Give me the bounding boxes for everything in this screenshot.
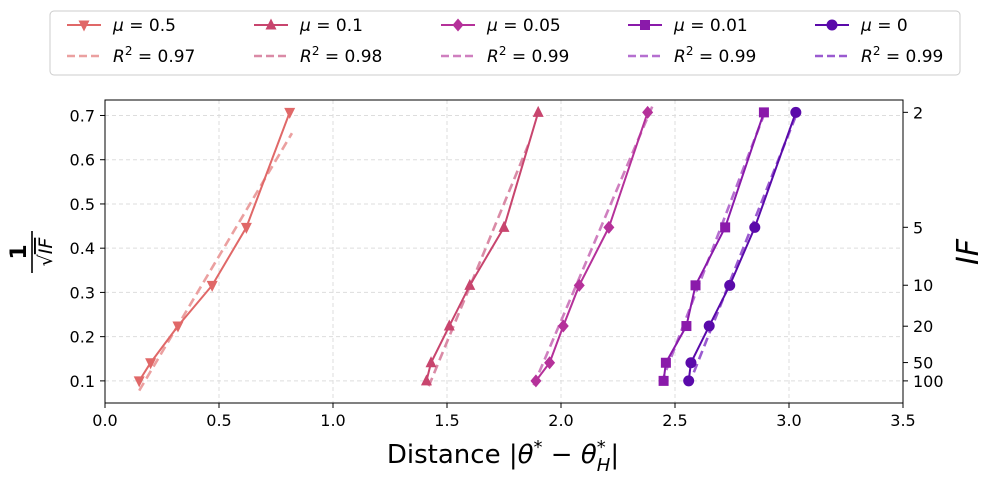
data-point-mu-0.1: [532, 105, 544, 117]
series-lines: [138, 112, 797, 382]
data-point-mu-0.05: [557, 319, 569, 333]
data-point-mu-0.5: [133, 376, 145, 388]
x-tick-label: 1.0: [320, 411, 345, 430]
series-line-mu-0.1: [425, 112, 540, 382]
y2-tick-label: 2: [913, 103, 923, 122]
data-point-mu-0: [683, 375, 695, 387]
y-tick-label: 0.5: [70, 195, 95, 214]
y-tick-label: 0.7: [70, 106, 95, 125]
data-point-mu-0.05: [603, 220, 615, 234]
y-tick-label: 0.3: [70, 283, 95, 302]
y2-axis-title: IF: [951, 238, 986, 265]
data-point-mu-0.1: [420, 374, 432, 386]
y-axis-ticks: 0.1 0.2 0.3 0.4 0.5 0.6 0.7: [70, 106, 105, 391]
data-point-mu-0.5: [145, 358, 157, 370]
legend: μ = 0.5 R2 = 0.97 μ = 0.1 R2 = 0.98 μ = 0.05…: [49, 10, 961, 76]
fit-line-mu-0.1: [427, 142, 531, 387]
legend-fit-label-mu-0.05: R2 = 0.99: [487, 44, 569, 67]
y2-tick-label: 5: [913, 218, 923, 237]
series-line-mu-0: [687, 112, 797, 382]
data-point-mu-0: [749, 221, 761, 233]
data-point-mu-0: [703, 320, 715, 332]
data-point-mu-0: [790, 106, 802, 118]
data-point-mu-0.05: [642, 105, 654, 119]
y-axis-title-denominator: √IF: [35, 237, 57, 267]
y-tick-label: 0.4: [70, 239, 95, 258]
x-tick-label: 0.5: [206, 411, 231, 430]
data-point-mu-0.1: [425, 356, 437, 368]
y-axis-title-numerator: 1: [7, 244, 32, 259]
data-point-mu-0: [724, 279, 736, 291]
x-tick-label: 2.0: [548, 411, 573, 430]
y-tick-label: 0.6: [70, 151, 95, 170]
legend-frame: [49, 10, 961, 76]
x-tick-label: 3.5: [890, 411, 915, 430]
legend-marker-mu-0.1: [265, 18, 277, 30]
data-point-mu-0.05: [530, 374, 542, 388]
data-point-mu-0.01: [681, 321, 692, 332]
grid: [105, 100, 903, 403]
data-point-mu-0.5: [206, 280, 218, 292]
data-point-mu-0.01: [658, 375, 669, 386]
data-point-mu-0: [685, 357, 697, 369]
y2-tick-label: 50: [913, 354, 933, 373]
legend-label-mu-0.5: μ = 0.5: [112, 16, 176, 36]
plot-frame: [104, 99, 904, 404]
y-tick-label: 0.2: [70, 328, 95, 347]
legend-marker-mu-0.05: [452, 18, 464, 32]
data-point-mu-0.5: [240, 222, 252, 234]
fit-line-mu-0.05: [532, 106, 654, 386]
legend-marker-mu-0.5: [78, 20, 90, 32]
x-axis-ticks: 0.0 0.5 1.0 1.5 2.0 2.5 3.0 3.5: [92, 403, 916, 430]
data-point-mu-0.1: [498, 220, 510, 232]
y2-tick-label: 10: [913, 276, 933, 295]
data-point-mu-0.05: [573, 278, 585, 292]
legend-label-mu-0.1: μ = 0.1: [299, 16, 363, 36]
legend-marker-mu-0.01: [640, 20, 650, 30]
legend-label-mu-0.05: μ = 0.05: [486, 16, 561, 36]
legend-fit-label-mu-0: R2 = 0.99: [861, 44, 943, 67]
fit-line-mu-0.5: [138, 132, 294, 392]
x-tick-label: 1.5: [434, 411, 459, 430]
y2-tick-label: 100: [913, 372, 944, 391]
data-point-mu-0.01: [660, 357, 671, 368]
x-tick-label: 0.0: [92, 411, 117, 430]
x-axis-title: Distance |θ* − θ* H|: [387, 437, 619, 476]
legend-fit-label-mu-0.01: R2 = 0.99: [674, 44, 756, 67]
data-point-mu-0.01: [758, 107, 769, 118]
series-markers: [133, 105, 802, 388]
data-point-mu-0.01: [720, 222, 731, 233]
data-point-mu-0.5: [284, 107, 296, 119]
series-line-mu-0.5: [138, 112, 291, 382]
y-axis-title: 1 √IF: [7, 231, 57, 273]
x-tick-label: 2.5: [662, 411, 687, 430]
data-point-mu-0.01: [690, 280, 701, 291]
legend-fit-label-mu-0.1: R2 = 0.98: [300, 44, 382, 67]
y2-tick-label: 20: [913, 317, 933, 336]
legend-marker-mu-0: [826, 19, 838, 31]
x-tick-label: 3.0: [776, 411, 801, 430]
legend-fit-label-mu-0.5: R2 = 0.97: [113, 44, 195, 67]
data-point-mu-0.1: [464, 278, 476, 290]
data-point-mu-0.1: [443, 319, 455, 331]
y-tick-label: 0.1: [70, 372, 95, 391]
data-point-mu-0.05: [544, 356, 556, 370]
legend-label-mu-0: μ = 0: [860, 16, 908, 36]
data-point-mu-0.5: [172, 321, 184, 333]
legend-label-mu-0.01: μ = 0.01: [673, 16, 748, 36]
